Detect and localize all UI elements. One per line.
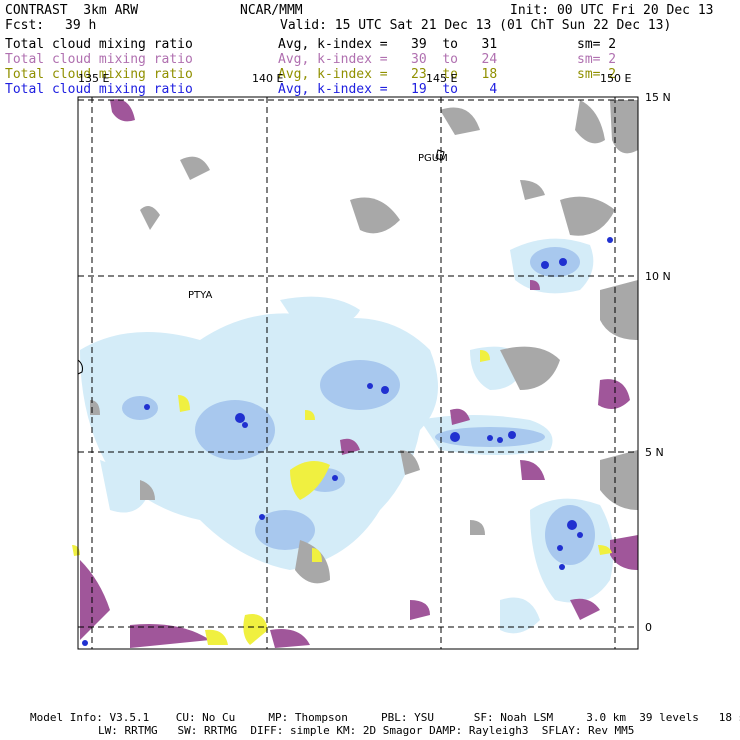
- forecast-label: Fcst:: [5, 18, 45, 33]
- institution-label: NCAR/MMM: [240, 3, 303, 18]
- map-frame: [77, 96, 639, 650]
- mid-cloud-layer: [80, 99, 638, 648]
- lon-label-150: 150 E: [600, 72, 631, 85]
- lat-label-5n: 5 N: [645, 446, 664, 459]
- field-sm-1: sm= 2: [577, 37, 617, 52]
- field-name-4: Total cloud mixing ratio: [5, 82, 193, 97]
- model-info-line-2: LW: RRTMG SW: RRTMG DIFF: simple KM: 2D …: [98, 724, 635, 737]
- field-range-4: Avg, k-index = 19 to 4: [278, 82, 498, 97]
- field-sm-3: sm= 2: [577, 67, 617, 82]
- station-label-pgum: PGUM: [418, 153, 448, 164]
- field-name-1: Total cloud mixing ratio: [5, 37, 193, 52]
- lat-label-10n: 10 N: [645, 270, 671, 283]
- model-info-line-1: Model Info: V3.5.1 CU: No Cu MP: Thompso…: [30, 711, 740, 724]
- lat-label-0: 0: [645, 621, 652, 634]
- field-range-2: Avg, k-index = 30 to 24: [278, 52, 498, 67]
- lon-label-140: 140 E: [252, 72, 283, 85]
- coastline-west: [77, 359, 83, 375]
- field-range-3: Avg, k-index = 23 to 18: [278, 67, 498, 82]
- map-grid: [78, 97, 638, 649]
- init-time: Init: 00 UTC Fri 20 Dec 13: [510, 3, 714, 18]
- field-range-1: Avg, k-index = 39 to 31: [278, 37, 498, 52]
- field-name-2: Total cloud mixing ratio: [5, 52, 193, 67]
- forecast-hours: 39 h: [65, 18, 97, 33]
- lon-label-135: 135 E: [78, 72, 109, 85]
- upper-cloud-layer: [72, 350, 612, 645]
- station-label-ptya: PTYA: [188, 290, 212, 301]
- valid-time: Valid: 15 UTC Sat 21 Dec 13 (01 ChT Sun …: [280, 18, 672, 33]
- model-title: CONTRAST 3km ARW: [5, 3, 139, 18]
- field-name-3: Total cloud mixing ratio: [5, 67, 193, 82]
- high-cloud-core-layer: [82, 237, 613, 646]
- lon-label-145: 145 E: [426, 72, 457, 85]
- guam-coastline: [435, 149, 445, 161]
- field-sm-2: sm= 2: [577, 52, 617, 67]
- lat-label-15n: 15 N: [645, 91, 671, 104]
